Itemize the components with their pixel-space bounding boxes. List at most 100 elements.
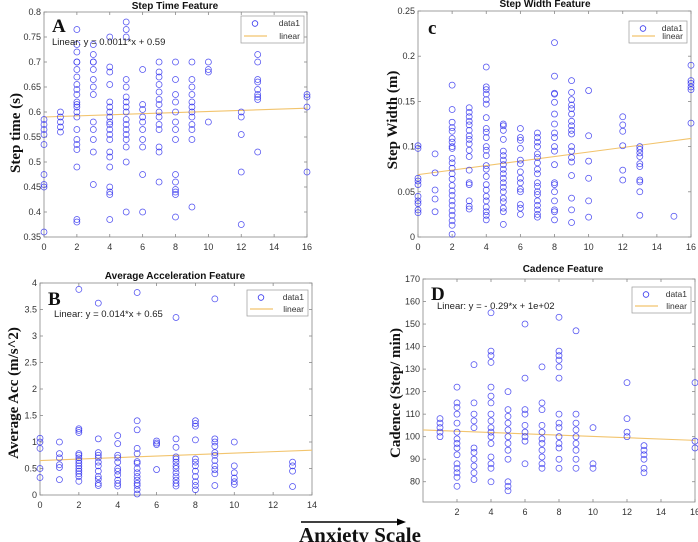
- panel-label: A: [52, 16, 66, 37]
- data-point: [133, 469, 141, 477]
- data-point: [188, 113, 196, 121]
- data-point: [153, 441, 160, 449]
- data-point: [122, 208, 130, 216]
- data-point: [687, 61, 695, 69]
- data-point: [172, 443, 180, 451]
- data-point: [133, 459, 141, 467]
- y-tick-label: 2: [32, 384, 37, 394]
- y-tick-label: 90: [410, 454, 420, 464]
- data-point: [691, 379, 698, 386]
- data-point: [482, 152, 490, 160]
- data-point: [172, 136, 179, 143]
- x-tick-label: 12: [236, 242, 246, 252]
- x-tick-label: 2: [454, 507, 459, 517]
- data-point: [487, 392, 495, 400]
- x-tick-label: 2: [76, 500, 81, 510]
- data-point: [106, 216, 114, 223]
- data-point: [94, 462, 102, 470]
- data-point: [40, 181, 48, 188]
- data-point: [448, 170, 456, 178]
- data-point: [585, 87, 592, 94]
- data-point: [470, 476, 478, 483]
- chart-title: Cadence Feature: [523, 264, 604, 275]
- data-point: [568, 143, 575, 150]
- x-tick-label: 6: [140, 242, 145, 252]
- data-point: [517, 125, 524, 132]
- data-point: [122, 33, 130, 41]
- data-point: [517, 174, 524, 182]
- x-tick-label: 12: [268, 500, 278, 510]
- data-point: [465, 104, 473, 112]
- data-point: [640, 464, 648, 472]
- y-tick-label: 0.25: [397, 6, 415, 16]
- data-point: [75, 457, 83, 464]
- legend-box: [246, 289, 309, 317]
- data-point: [192, 422, 199, 430]
- x-tick-label: 16: [302, 242, 312, 252]
- data-point: [453, 440, 461, 447]
- y-tick-label: 100: [405, 432, 420, 442]
- data-point: [465, 205, 473, 213]
- data-point: [568, 154, 575, 161]
- data-point: [517, 156, 524, 164]
- data-point: [73, 86, 81, 93]
- data-point: [499, 208, 507, 216]
- data-point: [470, 455, 478, 463]
- y-tick-label: 0.7: [28, 57, 41, 67]
- data-point: [551, 197, 558, 205]
- data-point: [40, 121, 48, 128]
- data-point: [106, 121, 114, 128]
- data-point: [73, 41, 81, 48]
- data-point: [56, 464, 63, 471]
- data-point: [133, 490, 141, 498]
- legend-label-linear: linear: [666, 301, 687, 311]
- data-point: [465, 166, 473, 174]
- data-point: [551, 90, 558, 98]
- fit-equation: Linear: y = 0.014*x + 0.65: [54, 309, 163, 320]
- data-point: [517, 185, 524, 193]
- data-point: [414, 209, 422, 216]
- data-point: [289, 483, 296, 490]
- data-point: [585, 174, 592, 182]
- panel-label: c: [428, 18, 436, 39]
- data-point: [89, 51, 97, 58]
- data-point: [36, 465, 44, 472]
- data-point: [73, 163, 81, 171]
- data-point: [230, 478, 238, 486]
- data-point: [499, 174, 507, 182]
- data-point: [155, 126, 163, 133]
- data-point: [172, 108, 179, 116]
- data-point: [482, 83, 490, 91]
- data-point: [40, 228, 48, 236]
- data-point: [636, 176, 644, 184]
- data-point: [465, 126, 473, 134]
- data-point: [254, 76, 262, 83]
- data-point: [57, 118, 64, 126]
- data-point: [73, 91, 81, 98]
- data-point: [94, 449, 102, 456]
- data-point: [521, 406, 529, 414]
- data-point: [568, 172, 575, 179]
- data-point: [56, 450, 63, 458]
- data-point: [499, 179, 507, 187]
- data-point: [188, 136, 196, 143]
- x-tick-label: 4: [115, 500, 120, 510]
- y-tick-label: 3.5: [24, 305, 37, 315]
- data-point: [499, 183, 507, 191]
- data-point: [534, 154, 541, 161]
- data-point: [75, 285, 83, 293]
- data-point: [122, 98, 130, 106]
- data-point: [205, 66, 212, 73]
- data-point: [172, 58, 179, 66]
- data-point: [188, 121, 196, 128]
- legend-label-data1: data1: [279, 18, 301, 28]
- data-point: [289, 467, 296, 475]
- data-point: [106, 103, 114, 111]
- data-point: [94, 482, 102, 489]
- data-point: [89, 126, 97, 133]
- data-point: [230, 438, 238, 446]
- data-point: [75, 467, 83, 475]
- data-point: [75, 425, 83, 433]
- data-point: [499, 161, 507, 169]
- data-point: [448, 211, 456, 219]
